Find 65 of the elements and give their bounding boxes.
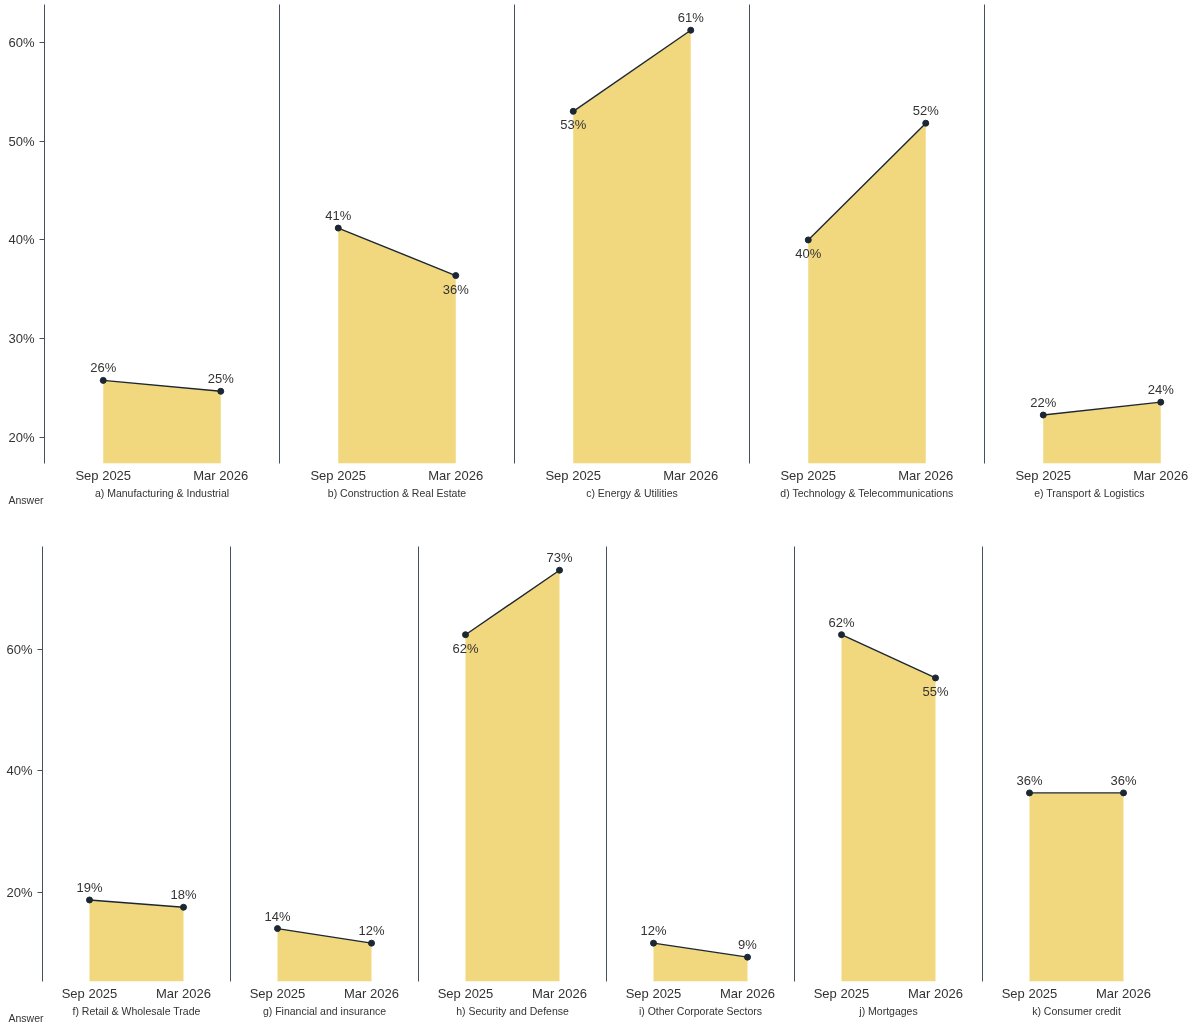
x-tick-label: Mar 2026 — [532, 985, 587, 1001]
x-axis-title: d) Technology & Telecommunications — [780, 486, 954, 499]
x-tick-label: Mar 2026 — [898, 467, 954, 483]
data-label: 9% — [738, 937, 758, 953]
y-tick-label: 30% — [8, 331, 35, 347]
y-tick-label: 50% — [8, 133, 35, 149]
x-tick-label: Mar 2026 — [1133, 467, 1189, 483]
x-tick-label: Sep 2025 — [780, 467, 837, 483]
x-axis-title: f) Retail & Wholesale Trade — [72, 1004, 201, 1017]
x-tick-label: Mar 2026 — [344, 985, 399, 1001]
x-axis-title: k) Consumer credit — [1032, 1004, 1121, 1017]
data-label: 36% — [1016, 772, 1043, 788]
data-label: 55% — [922, 683, 949, 699]
data-label: 40% — [795, 245, 822, 261]
data-label: 14% — [264, 908, 291, 924]
data-label: 12% — [640, 923, 667, 939]
y-tick-label: 40% — [6, 763, 33, 779]
x-axis-title: j) Mortgages — [858, 1004, 918, 1017]
x-tick-label: Sep 2025 — [545, 467, 602, 483]
x-tick-label: Mar 2026 — [1096, 985, 1151, 1001]
data-label: 53% — [560, 117, 587, 133]
text: Answer — [8, 494, 45, 506]
data-label: 62% — [452, 640, 479, 656]
x-axis-title: b) Construction & Real Estate — [327, 486, 467, 499]
y-tick-label: 40% — [8, 232, 35, 248]
x-axis-title: i) Other Corporate Sectors — [638, 1004, 763, 1017]
x-tick-label: Sep 2025 — [1001, 985, 1058, 1001]
x-axis-title: c) Energy & Utilities — [586, 486, 678, 499]
y-tick-label: 60% — [6, 641, 33, 657]
text: Answer — [8, 1012, 45, 1024]
x-tick-label: Sep 2025 — [310, 467, 367, 483]
x-axis-title: e) Transport & Logistics — [1034, 486, 1145, 499]
x-tick-label: Mar 2026 — [720, 985, 775, 1001]
y-tick-label: 60% — [8, 34, 35, 50]
x-tick-label: Mar 2026 — [156, 985, 211, 1001]
data-label: 18% — [170, 887, 197, 903]
y-tick-label: 20% — [6, 885, 33, 901]
data-label: 19% — [76, 879, 103, 895]
x-axis-title: a) Manufacturing & Industrial — [94, 486, 230, 499]
data-label: 41% — [325, 208, 352, 224]
x-tick-label: Mar 2026 — [428, 467, 484, 483]
x-tick-label: Mar 2026 — [908, 985, 963, 1001]
data-label: 12% — [358, 923, 385, 939]
data-label: 26% — [90, 360, 117, 376]
data-label: 61% — [677, 10, 705, 26]
x-tick-label: Sep 2025 — [75, 467, 132, 483]
x-tick-label: Sep 2025 — [249, 985, 306, 1001]
data-label: 62% — [828, 614, 855, 630]
x-tick-label: Sep 2025 — [813, 985, 870, 1001]
data-label: 22% — [1030, 395, 1057, 411]
data-label: 36% — [442, 281, 470, 297]
x-axis-title: h) Security and Defense — [456, 1004, 569, 1017]
data-label: 52% — [912, 103, 940, 119]
data-label: 73% — [546, 550, 573, 566]
x-tick-label: Mar 2026 — [193, 467, 249, 483]
data-label: 36% — [1110, 772, 1137, 788]
x-axis-title: g) Financial and insurance — [262, 1004, 387, 1017]
data-label: 25% — [207, 371, 235, 387]
x-tick-label: Sep 2025 — [1015, 467, 1072, 483]
x-tick-label: Sep 2025 — [437, 985, 494, 1001]
y-tick-label: 20% — [8, 430, 35, 446]
x-tick-label: Sep 2025 — [625, 985, 682, 1001]
x-tick-label: Sep 2025 — [61, 985, 118, 1001]
data-label: 24% — [1147, 382, 1175, 398]
x-tick-label: Mar 2026 — [663, 467, 719, 483]
